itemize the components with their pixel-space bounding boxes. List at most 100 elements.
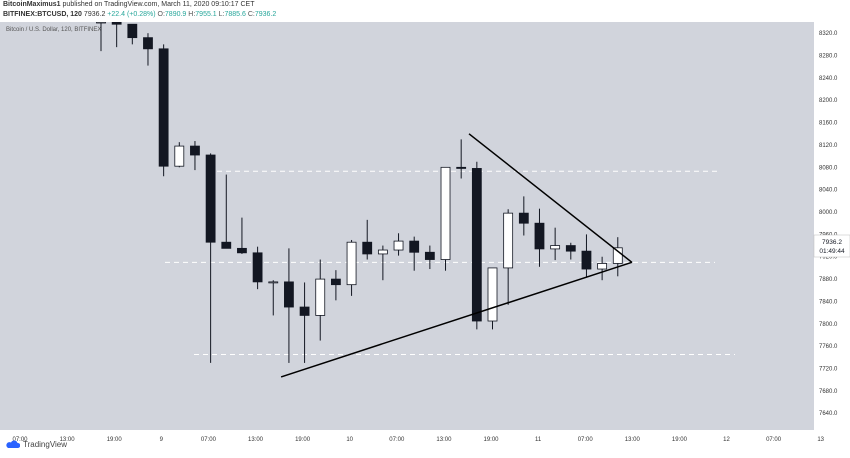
low-value: 7885.6 <box>224 11 246 18</box>
price-tick-label: 8200.0 <box>819 98 838 104</box>
price-tick-label: 8080.0 <box>819 165 838 171</box>
candle-body <box>377 249 388 255</box>
candle-body <box>581 250 592 270</box>
candle-body <box>440 166 451 260</box>
time-tick-label: 10 <box>346 437 353 443</box>
candle-body <box>111 21 122 25</box>
high-label: H: <box>188 11 196 18</box>
candle-body <box>409 240 420 253</box>
price-tick-label: 7720.0 <box>819 367 838 373</box>
price-tick-label: 7920.0 <box>819 255 838 261</box>
candle-body <box>346 241 357 286</box>
brand-name: TradingView <box>23 440 68 449</box>
time-tick-label: 19:00 <box>672 437 688 443</box>
candle-body <box>565 245 576 252</box>
trendline <box>468 133 633 263</box>
time-axis-background <box>0 430 850 445</box>
time-tick-label: 12 <box>723 437 730 443</box>
candle-body <box>268 281 279 284</box>
candle-body <box>284 281 294 308</box>
last-price-label: 7936.2 <box>822 239 842 246</box>
symbol-interval: BITFINEX:BTCUSD, 120 <box>3 11 82 18</box>
candle-body <box>96 21 106 24</box>
last-price-marker: 7936.2 01:49:44 <box>813 234 850 258</box>
time-tick-label: 19:00 <box>107 437 123 443</box>
time-tick-label: 13:00 <box>436 437 452 443</box>
candle-body <box>534 222 545 250</box>
candle-body <box>393 240 404 251</box>
candle-body <box>237 247 247 254</box>
candle-body <box>330 278 341 286</box>
time-tick-label: 13:00 <box>60 437 76 443</box>
candle-body <box>221 241 232 249</box>
candle-body <box>143 37 153 50</box>
candles-group <box>96 21 623 363</box>
price-tick-label: 7760.0 <box>819 344 838 350</box>
price-tick-label: 7640.0 <box>819 411 838 417</box>
close-value: 7936.2 <box>254 11 277 18</box>
candlestick-chart[interactable]: Bitcoin / U.S. Dollar, 120, BITFINEX 832… <box>0 21 850 453</box>
chart-area[interactable]: Bitcoin / U.S. Dollar, 120, BITFINEX 832… <box>0 21 850 453</box>
time-tick-label: 19:00 <box>483 437 499 443</box>
tradingview-cloud-icon <box>6 440 20 449</box>
high-value: 7955.1 <box>195 11 217 18</box>
price-tick-label: 7880.0 <box>819 277 838 283</box>
countdown-label: 01:49:44 <box>819 248 845 255</box>
candle-body <box>158 48 169 167</box>
time-tick-label: 11 <box>535 437 542 443</box>
candle-body <box>487 267 498 322</box>
candle-body <box>174 145 185 167</box>
open-value: 7890.9 <box>164 11 187 18</box>
candle-body <box>456 166 467 169</box>
last-price: 7936.2 <box>83 11 106 18</box>
price-tick-label: 8320.0 <box>819 31 838 37</box>
price-tick-label: 7800.0 <box>819 322 838 328</box>
plot-background <box>0 22 814 430</box>
chart-title: Bitcoin / U.S. Dollar, 120, BITFINEX <box>6 27 101 33</box>
candle-body <box>424 251 435 260</box>
candle-body <box>299 306 310 316</box>
time-tick-label: 07:00 <box>766 437 782 443</box>
candle-body <box>205 154 216 243</box>
open-label: O: <box>157 11 165 18</box>
last-price-box <box>813 234 850 258</box>
price-axis[interactable]: 8320.0 8280.0 8240.0 8200.0 8160.0 8120.0 8080… <box>819 31 838 417</box>
trendlines-group <box>280 133 633 378</box>
time-axis[interactable]: 07:00 13:00 19:00 9 07:00 13:00 19:00 10 07:00 13… <box>12 437 824 443</box>
candle-body <box>550 245 561 250</box>
time-tick-label: 13 <box>817 437 824 443</box>
author-name[interactable]: BitcoinMaximus1 <box>3 1 61 8</box>
candle-body <box>252 252 263 283</box>
time-tick-label: 13:00 <box>625 437 641 443</box>
candle-body <box>597 263 608 270</box>
publish-info: BitcoinMaximus1 published on TradingView… <box>3 1 255 8</box>
trendline <box>280 261 633 378</box>
price-tick-label: 8120.0 <box>819 143 838 149</box>
time-tick-label: 07:00 <box>389 437 405 443</box>
candle-body <box>315 278 326 316</box>
price-tick-label: 7680.0 <box>819 389 838 395</box>
price-change: +22.4 (+0.28%) <box>107 11 156 18</box>
price-tick-label: 7840.0 <box>819 299 838 305</box>
time-tick-label: 07:00 <box>578 437 594 443</box>
price-axis-background <box>814 22 850 430</box>
price-tick-label: 8160.0 <box>819 121 838 127</box>
time-tick-label: 9 <box>160 437 164 443</box>
price-tick-label: 8000.0 <box>819 210 838 216</box>
candle-body <box>518 212 529 224</box>
tradingview-logo[interactable]: TradingView <box>6 440 67 449</box>
time-tick-label: 07:00 <box>201 437 217 443</box>
low-label: L: <box>218 11 225 18</box>
price-tick-label: 8280.0 <box>819 54 838 60</box>
time-tick-label: 13:00 <box>248 437 264 443</box>
time-tick-label: 19:00 <box>295 437 311 443</box>
candle-body <box>190 145 200 156</box>
time-tick-label: 07:00 <box>12 437 28 443</box>
candle-body <box>503 212 514 269</box>
candle-body <box>471 168 482 322</box>
candle-body <box>612 247 623 264</box>
published-text: published on TradingView.com, March 11, … <box>62 1 255 8</box>
candle-body <box>127 23 138 39</box>
price-tick-label: 8240.0 <box>819 76 838 82</box>
candle-body <box>362 241 373 255</box>
